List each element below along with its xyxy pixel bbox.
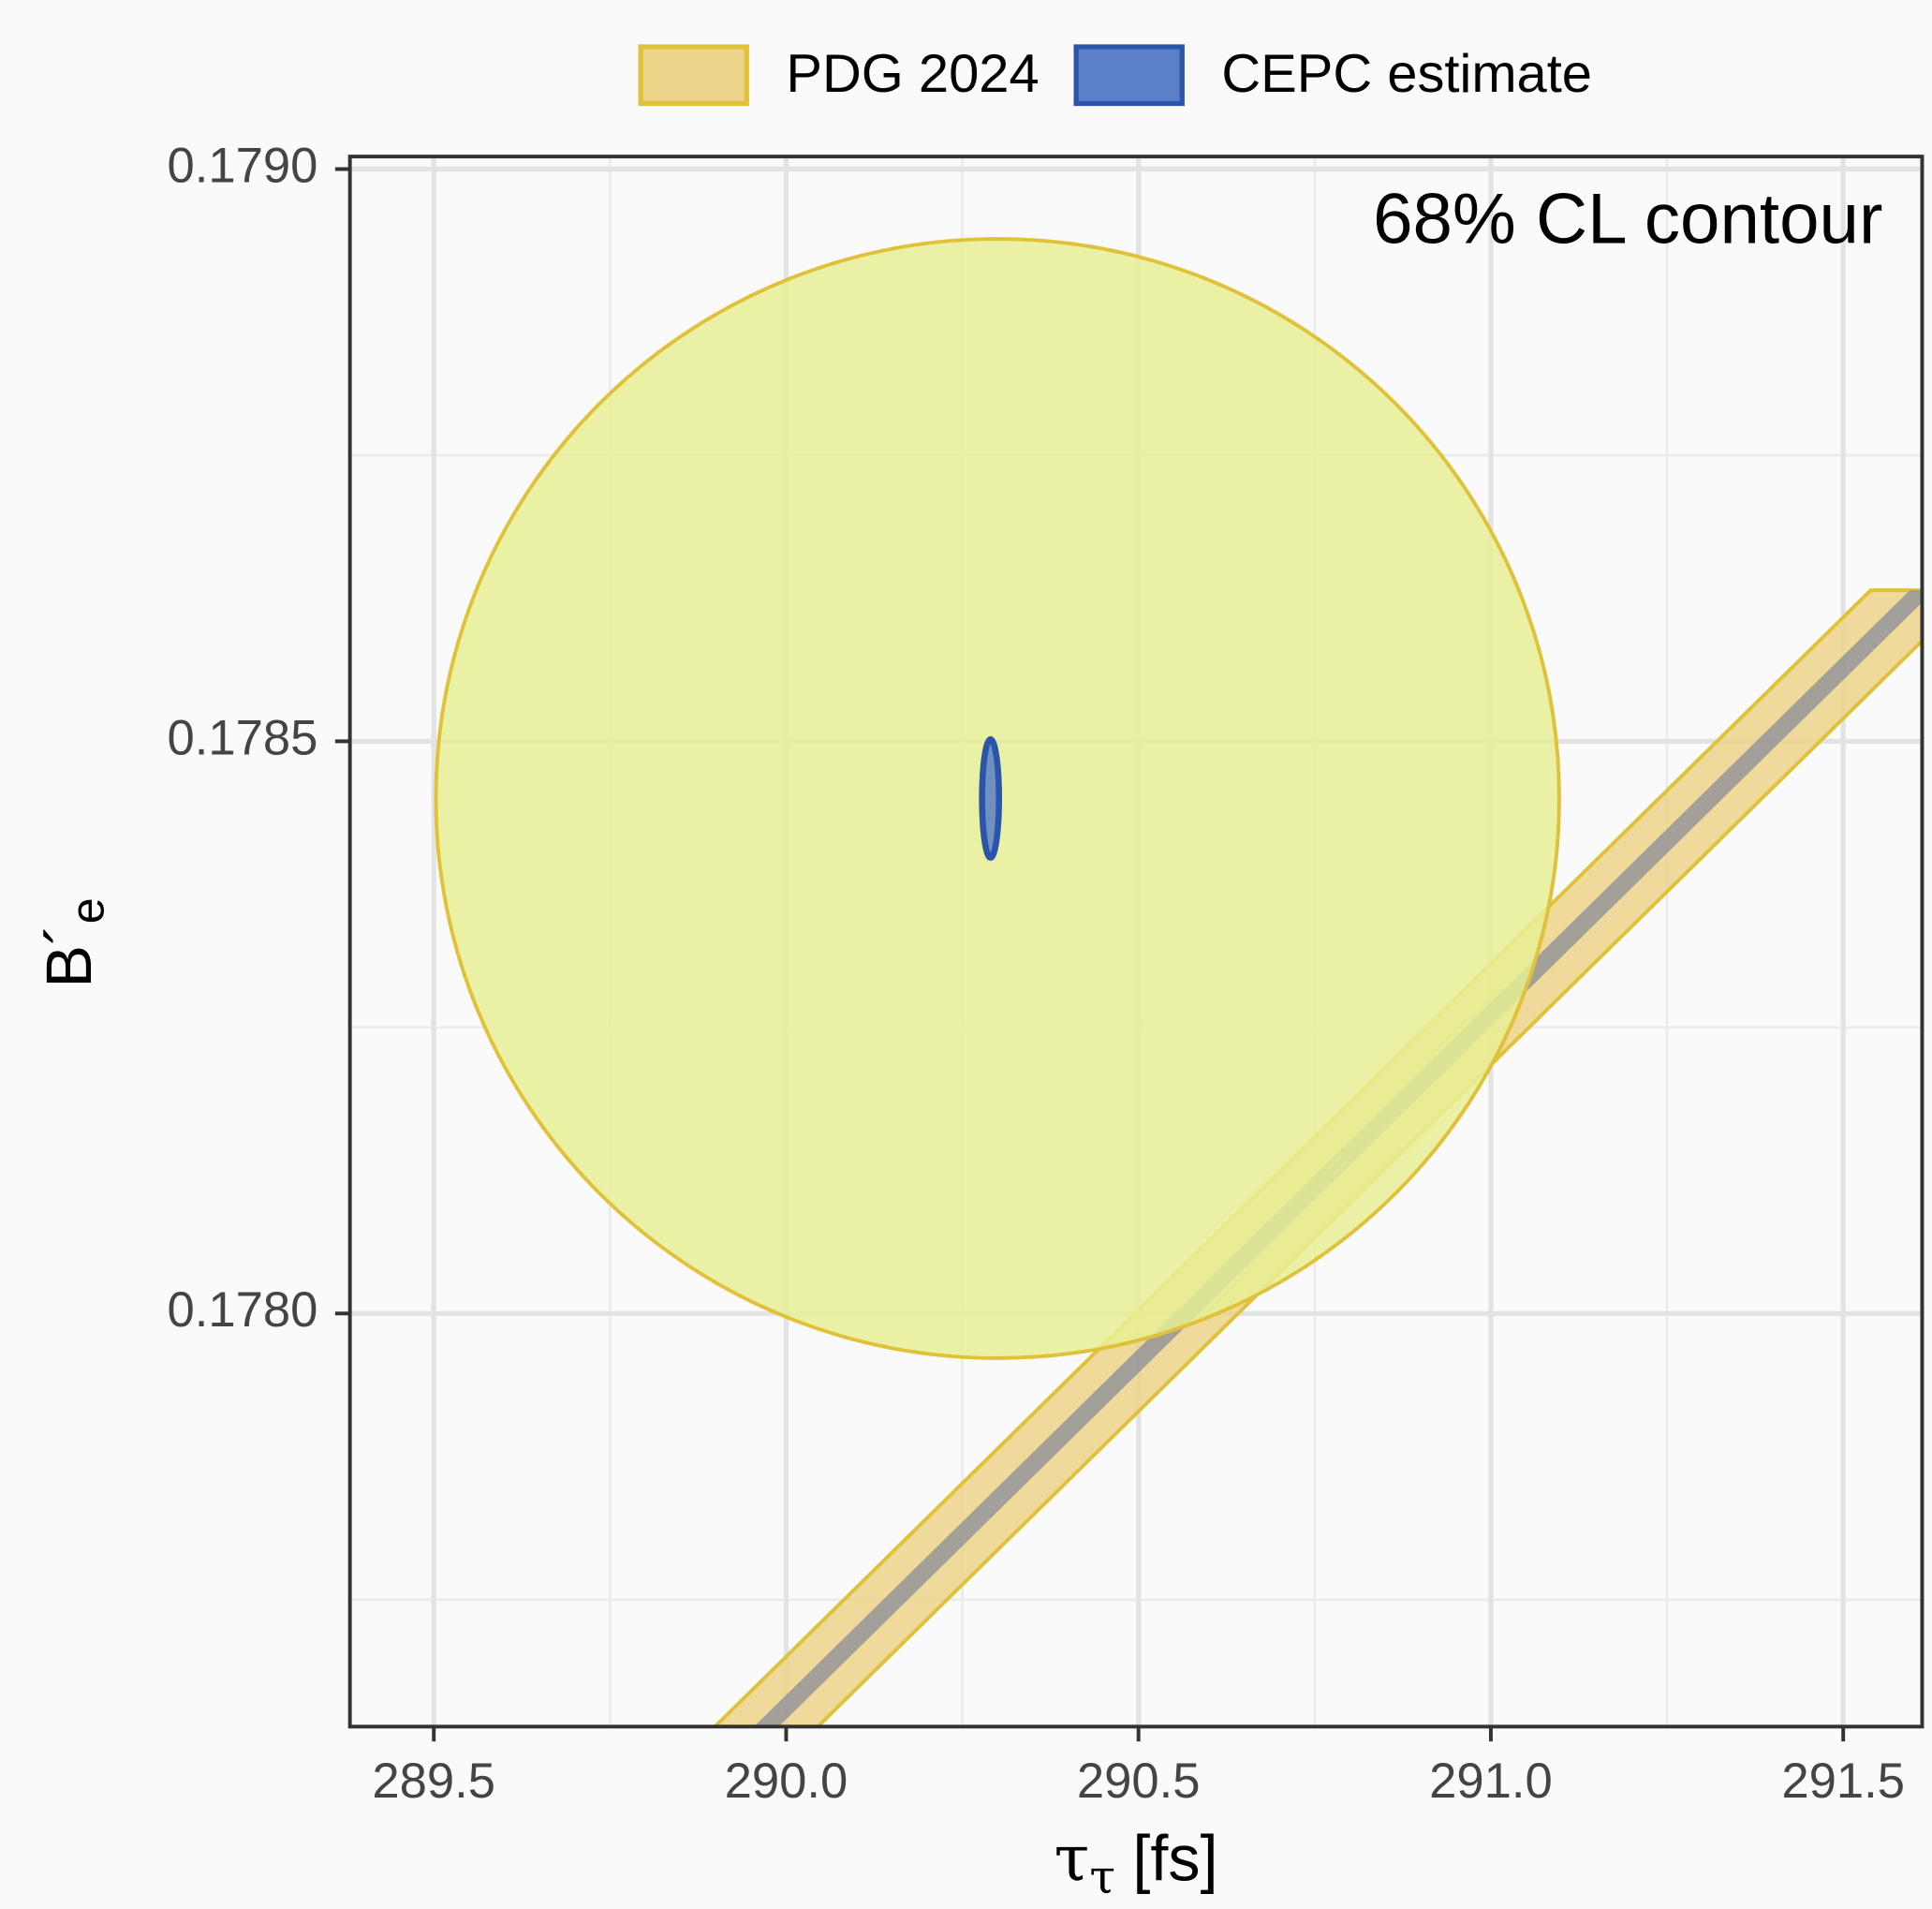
marks: [434, 237, 1923, 1727]
legend: PDG 2024 CEPC estimate: [638, 44, 1592, 107]
x-tick-label: 290.5: [1077, 1754, 1201, 1809]
y-tick-label: 0.1790: [168, 138, 318, 193]
x-label-sub: τ: [1089, 1850, 1115, 1904]
legend-key: [1073, 44, 1185, 107]
legend-label: PDG 2024: [786, 44, 1039, 104]
plot-frame: [347, 155, 1925, 1729]
y-tick-label: 0.1785: [168, 710, 318, 765]
y-label-base: B´: [34, 924, 105, 987]
x-tick-label: 289.5: [372, 1754, 495, 1809]
x-label-rest: [fs]: [1132, 1823, 1217, 1894]
annotation: 68% CL contour: [1373, 180, 1882, 259]
y-label-sub: e: [62, 897, 114, 924]
contour-ellipse: [979, 736, 1002, 861]
y-tick-label: 0.1780: [168, 1282, 318, 1338]
x-tick-label: 291.5: [1781, 1754, 1905, 1809]
x-tick-label: 291.0: [1429, 1754, 1553, 1809]
y-axis-label: B´e: [34, 897, 114, 987]
x-axis-label: ττ [fs]: [1054, 1822, 1217, 1903]
x-tick-label: 290.0: [725, 1754, 848, 1809]
x-label-base: τ: [1054, 1822, 1089, 1896]
legend-label: CEPC estimate: [1221, 44, 1592, 104]
axes: 289.5 290.0 290.5 291.0 291.5 0.1780 0.1785 0.1…: [168, 138, 1905, 1809]
legend-key: [638, 44, 749, 107]
